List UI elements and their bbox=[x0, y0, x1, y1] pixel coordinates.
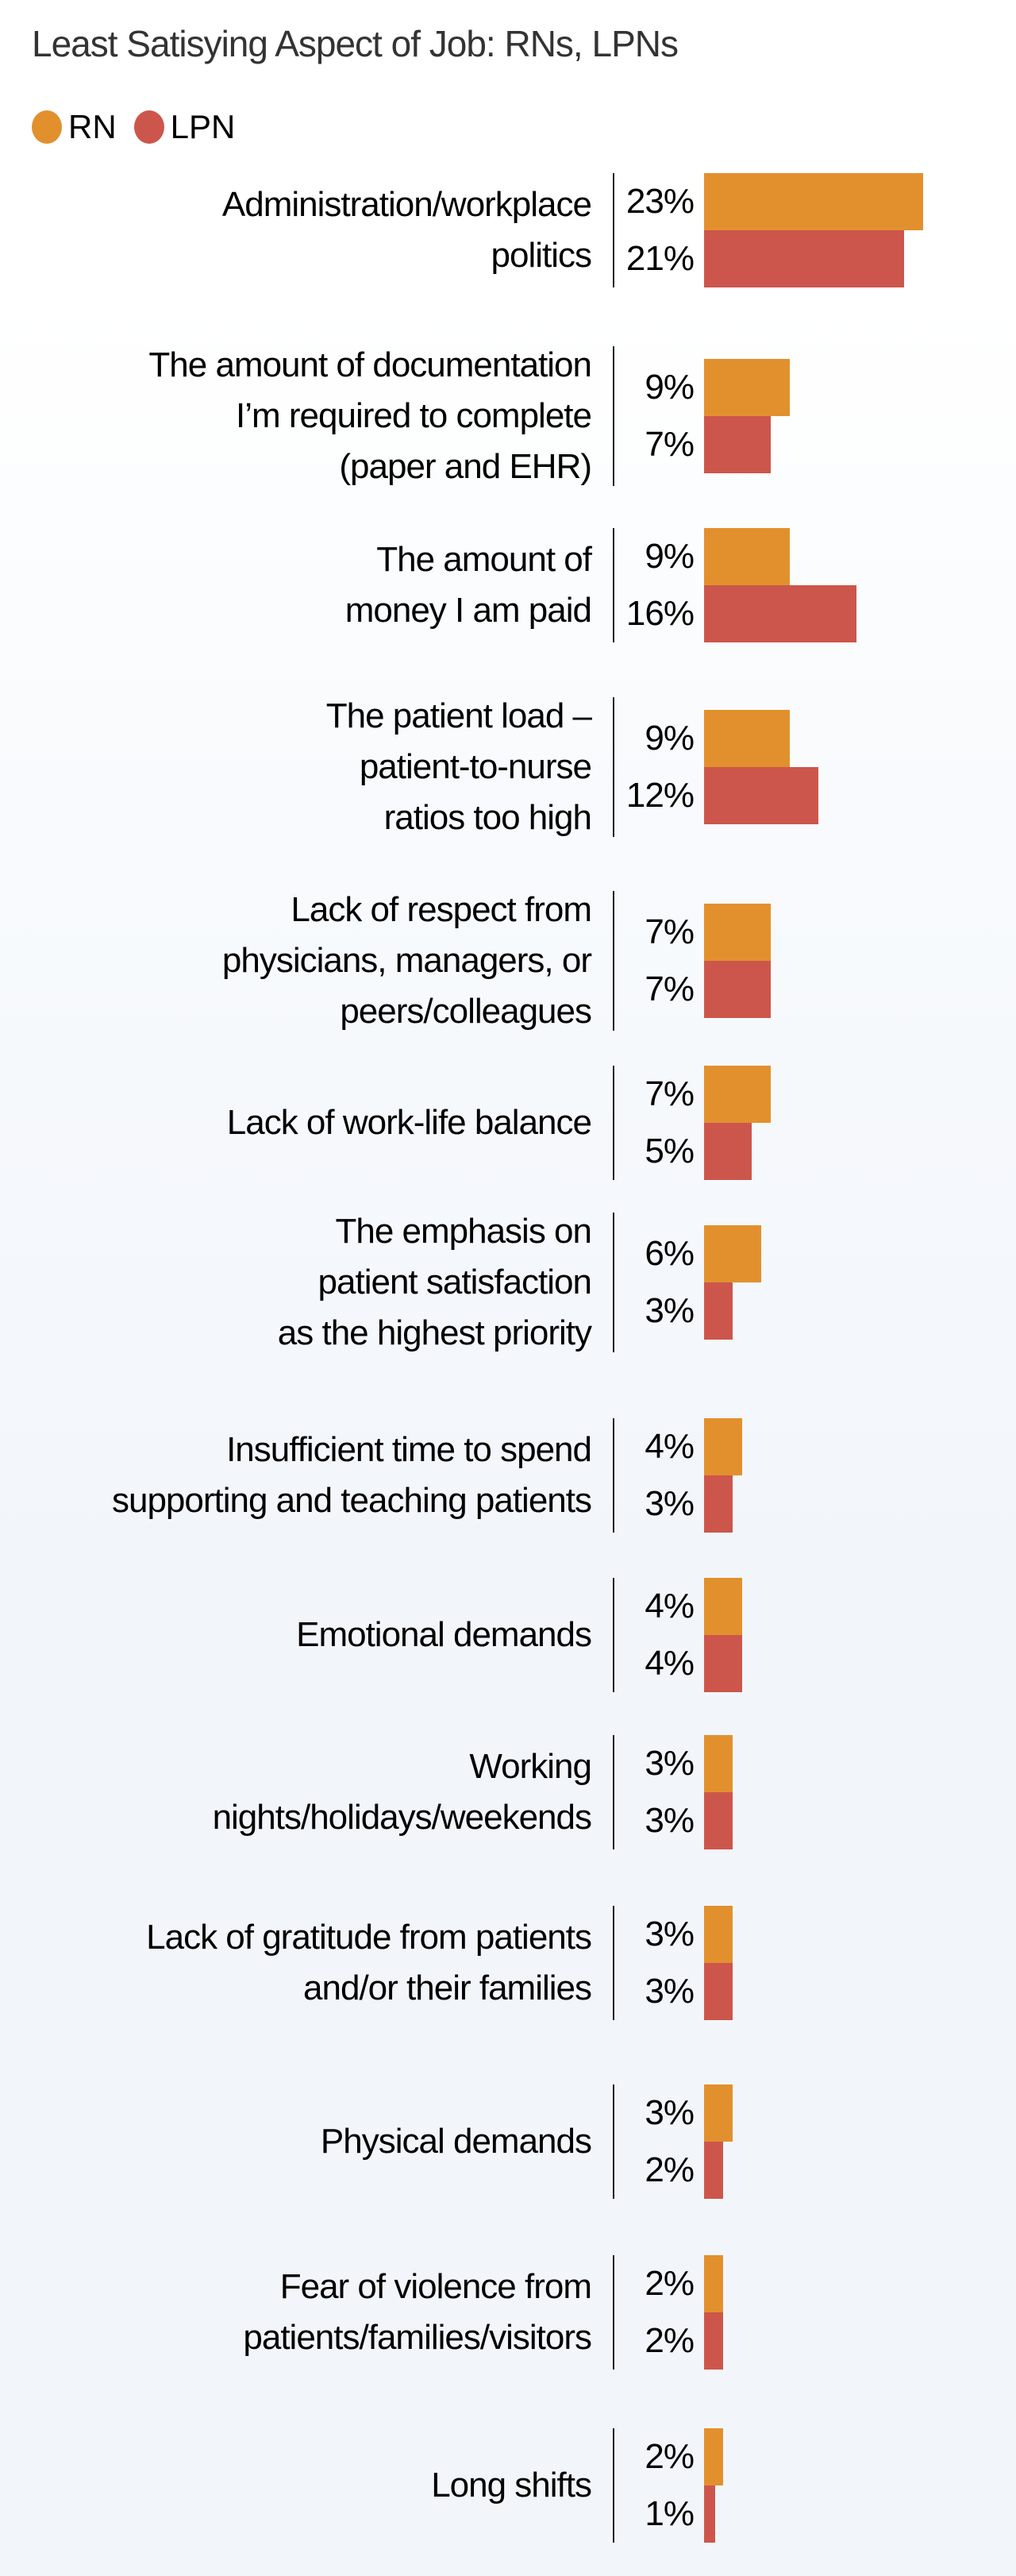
data-label-rn: 9% bbox=[645, 719, 695, 758]
legend-swatch-lpn bbox=[133, 110, 164, 144]
data-label-rn: 3% bbox=[645, 1744, 695, 1783]
data-label-lpn: 16% bbox=[625, 594, 695, 633]
legend-swatch-rn bbox=[32, 110, 62, 144]
data-label-rn: 2% bbox=[645, 2264, 695, 2303]
axis-divider bbox=[613, 2428, 614, 2543]
bar-lpn bbox=[704, 1123, 752, 1180]
data-label-lpn: 1% bbox=[645, 2494, 695, 2533]
data-label-lpn: 4% bbox=[645, 1644, 695, 1683]
legend-item-lpn: LPN bbox=[133, 108, 236, 146]
legend-label-rn: RN bbox=[68, 108, 117, 145]
data-label-lpn: 3% bbox=[645, 1972, 695, 2011]
data-label-rn: 9% bbox=[645, 537, 695, 576]
axis-divider bbox=[613, 1418, 614, 1533]
axis-divider bbox=[613, 1735, 614, 1849]
data-label-lpn: 5% bbox=[645, 1132, 695, 1170]
axis-divider bbox=[613, 1906, 614, 2020]
data-label-rn: 7% bbox=[645, 912, 695, 951]
axis-divider bbox=[613, 1066, 614, 1180]
legend-item-rn: RN bbox=[32, 108, 117, 146]
bar-rn bbox=[704, 1906, 733, 1963]
axis-divider bbox=[613, 1213, 614, 1352]
data-label-lpn: 3% bbox=[645, 1291, 695, 1330]
bar-lpn bbox=[704, 416, 771, 473]
axis-divider bbox=[613, 891, 614, 1031]
data-label-rn: 4% bbox=[645, 1427, 695, 1466]
chart-title: Least Satisying Aspect of Job: RNs, LPNs bbox=[32, 23, 679, 64]
category-label: The amount of documentation I’m required … bbox=[148, 345, 592, 486]
category-label: Lack of gratitude from patients and/or th… bbox=[146, 1918, 592, 2007]
bar-rn bbox=[704, 173, 923, 230]
bar-lpn bbox=[704, 2142, 723, 2199]
data-label-rn: 7% bbox=[645, 1074, 695, 1113]
category-label: Administration/workplace politics bbox=[221, 185, 592, 275]
bar-rn bbox=[704, 1418, 742, 1475]
data-label-lpn: 2% bbox=[645, 2321, 695, 2360]
category-label: The amount of money I am paid bbox=[344, 540, 592, 630]
category-label: Long shifts bbox=[431, 2466, 592, 2505]
data-label-lpn: 3% bbox=[645, 1801, 695, 1840]
category-label: Physical demands bbox=[320, 2122, 592, 2161]
bar-rn bbox=[704, 528, 790, 585]
bar-rn bbox=[704, 359, 790, 416]
bar-lpn bbox=[704, 1963, 733, 2020]
bar-lpn bbox=[704, 1282, 733, 1340]
bar-rn bbox=[704, 1735, 733, 1792]
bar-lpn bbox=[704, 2312, 723, 2370]
data-label-lpn: 7% bbox=[645, 425, 695, 464]
legend-label-lpn: LPN bbox=[170, 108, 236, 145]
data-label-lpn: 2% bbox=[645, 2150, 695, 2189]
bar-lpn bbox=[704, 2485, 715, 2543]
bar-lpn bbox=[704, 961, 771, 1018]
category-label: Insufficient time to spend supporting and… bbox=[111, 1430, 592, 1520]
bar-lpn bbox=[704, 1792, 733, 1849]
category-label: The emphasis on patient satisfaction as th… bbox=[277, 1212, 592, 1352]
data-label-rn: 6% bbox=[645, 1234, 695, 1273]
category-label: Emotional demands bbox=[296, 1615, 592, 1654]
axis-divider bbox=[613, 697, 614, 837]
bar-lpn bbox=[704, 230, 904, 287]
bar-rn bbox=[704, 2255, 723, 2312]
data-label-rn: 3% bbox=[645, 1915, 695, 1953]
bar-lpn bbox=[704, 1635, 742, 1692]
axis-divider bbox=[613, 528, 614, 642]
category-label: Lack of respect from physicians, managers… bbox=[221, 890, 592, 1031]
bar-lpn bbox=[704, 767, 818, 824]
bar-rn bbox=[704, 904, 771, 961]
bar-lpn bbox=[704, 1475, 733, 1533]
bar-rn bbox=[704, 710, 790, 767]
axis-divider bbox=[613, 1578, 614, 1692]
data-label-rn: 9% bbox=[645, 368, 695, 407]
legend: RN LPN bbox=[32, 108, 243, 146]
category-label: Working nights/holidays/weekends bbox=[212, 1747, 592, 1837]
axis-divider bbox=[613, 173, 614, 287]
data-label-rn: 3% bbox=[645, 2093, 695, 2132]
axis-divider bbox=[613, 2084, 614, 2199]
category-label: Lack of work-life balance bbox=[226, 1103, 592, 1142]
bar-rn bbox=[704, 1225, 761, 1282]
data-label-rn: 23% bbox=[625, 182, 695, 221]
axis-divider bbox=[613, 2255, 614, 2370]
data-label-lpn: 3% bbox=[645, 1484, 695, 1523]
bar-rn bbox=[704, 1578, 742, 1635]
bar-rn bbox=[704, 2084, 733, 2142]
data-label-lpn: 7% bbox=[645, 970, 695, 1008]
category-label: The patient load – patient-to-nurse ratios… bbox=[325, 696, 592, 837]
axis-divider bbox=[613, 346, 614, 486]
data-label-rn: 4% bbox=[645, 1587, 695, 1625]
bar-rn bbox=[704, 2428, 723, 2485]
data-label-lpn: 21% bbox=[625, 239, 695, 278]
data-label-rn: 2% bbox=[645, 2437, 695, 2476]
data-label-lpn: 12% bbox=[625, 776, 695, 815]
category-label: Fear of violence from patients/families/v… bbox=[243, 2267, 592, 2357]
bar-lpn bbox=[704, 585, 856, 642]
bar-rn bbox=[704, 1066, 771, 1123]
